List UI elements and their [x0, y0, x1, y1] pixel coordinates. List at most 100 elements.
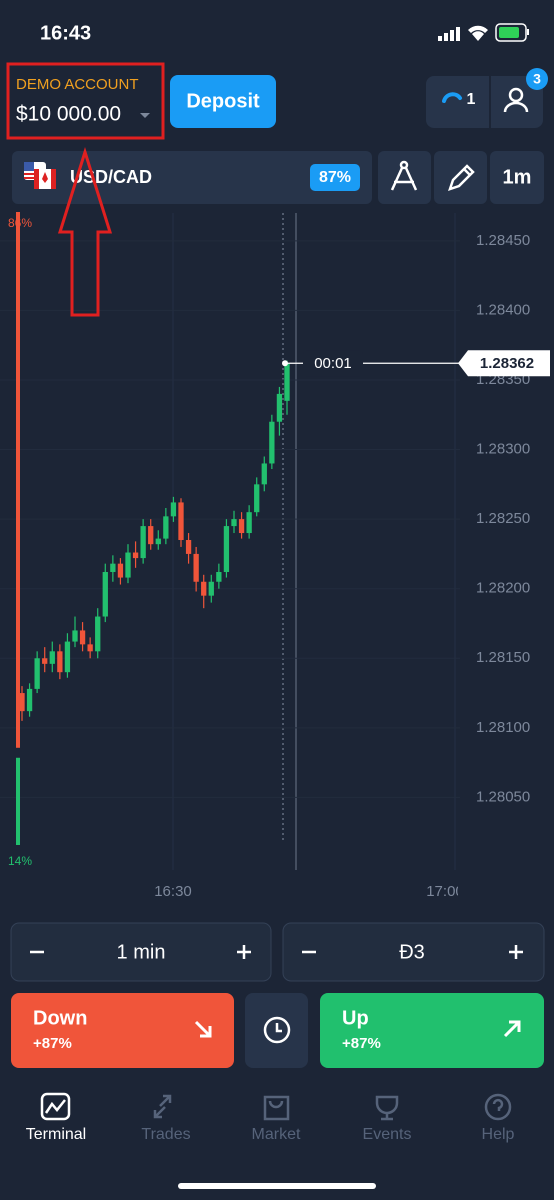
down-payout[interactable]: +87% — [33, 1035, 72, 1052]
help-icon[interactable] — [484, 1093, 512, 1121]
up-payout[interactable]: +87% — [342, 1035, 381, 1052]
candle-body — [148, 526, 154, 545]
timer-box — [303, 350, 363, 377]
y-tick-label: 1.28200 — [476, 580, 530, 597]
clock-icon — [263, 1016, 291, 1044]
candle-body — [276, 393, 283, 422]
candle-body — [163, 516, 169, 539]
open-trades[interactable]: 1 — [467, 91, 476, 108]
nav-item[interactable]: Terminal — [26, 1126, 86, 1143]
trades-icon — [442, 92, 462, 103]
events-icon[interactable] — [375, 1095, 399, 1121]
account-label[interactable]: DEMO ACCOUNT — [16, 76, 139, 93]
highlight-box — [6, 62, 165, 140]
home-indicator — [178, 1183, 376, 1189]
nav-item[interactable]: Market — [252, 1126, 301, 1143]
candle-body — [269, 421, 275, 464]
market-icon[interactable] — [263, 1095, 290, 1121]
chart: 1.28050 1.28100 1.28150 1.28200 1.28250 1.283… — [0, 212, 550, 900]
terminal-icon-line — [44, 1099, 66, 1114]
candle-body — [201, 581, 207, 596]
compass-icon — [390, 160, 418, 191]
candle-body — [178, 502, 184, 540]
candle-body — [79, 630, 86, 645]
dropdown-caret[interactable] — [140, 113, 150, 118]
candle-body — [261, 463, 267, 485]
up-label[interactable]: Up — [342, 1007, 369, 1029]
candle-body — [64, 641, 71, 673]
asset-selector[interactable] — [12, 151, 372, 204]
badge — [526, 68, 548, 90]
candle-body — [95, 616, 101, 652]
sentiment-bar — [16, 757, 20, 845]
deposit-label[interactable]: Deposit — [186, 90, 260, 112]
y-tick-label: 1.28400 — [476, 301, 530, 318]
y-tick-label: 1.28250 — [476, 510, 530, 527]
y-tick-label: 1.28150 — [476, 649, 530, 666]
annotation-arrow — [57, 146, 113, 317]
pencil-icon — [448, 164, 475, 191]
x-tick-label: 16:30 — [154, 883, 192, 900]
timeframe[interactable]: 1m — [503, 166, 532, 188]
profile-icon[interactable] — [503, 87, 529, 113]
price-label-box — [458, 350, 550, 377]
down-arrow — [194, 1020, 212, 1038]
nav-item[interactable]: Events — [363, 1126, 412, 1143]
notification-count: 3 — [533, 71, 541, 87]
up-button[interactable] — [320, 993, 544, 1068]
candle-body — [208, 581, 214, 596]
timeframe-button[interactable] — [490, 151, 544, 204]
duration-stepper[interactable] — [10, 922, 272, 982]
candle-body — [254, 484, 260, 513]
price-label: 1.28362 — [480, 355, 534, 372]
candle-body — [117, 563, 124, 578]
candle-body — [238, 519, 245, 534]
nav-item[interactable]: Trades — [141, 1126, 190, 1143]
candle-body — [140, 526, 146, 559]
x-tick-label: 17:00 — [426, 883, 464, 900]
asset-pair[interactable]: USD/CAD — [70, 167, 152, 187]
candle-body — [87, 644, 93, 652]
status-time: 16:43 — [40, 22, 91, 44]
stepper-icons[interactable] — [302, 945, 523, 959]
candle-body — [102, 572, 108, 617]
down-label[interactable]: Down — [33, 1007, 87, 1029]
candle-body — [42, 658, 48, 664]
candle-body — [34, 658, 40, 689]
y-tick-label: 1.28300 — [476, 441, 530, 458]
candle-body — [125, 552, 131, 578]
up-arrow — [503, 1020, 521, 1038]
clock-hands — [275, 1023, 282, 1033]
candle-body — [72, 630, 78, 642]
payout-badge — [310, 164, 360, 191]
candle-body — [185, 540, 192, 554]
stepper-icons[interactable] — [30, 945, 251, 959]
timer: 00:01 — [314, 355, 352, 372]
amount-stepper[interactable] — [282, 922, 545, 982]
payout: 87% — [319, 169, 351, 186]
flags — [24, 162, 56, 189]
trades-nav-icon[interactable] — [153, 1094, 172, 1119]
candle-body — [170, 502, 177, 517]
amount[interactable]: Đ3 — [399, 941, 425, 963]
down-button[interactable] — [11, 993, 234, 1068]
balance[interactable]: $10 000.00 — [16, 103, 121, 126]
drawing-button[interactable] — [434, 151, 487, 204]
indicators-button[interactable] — [378, 151, 431, 204]
candle-body — [216, 572, 222, 582]
sentiment-bar — [16, 212, 20, 748]
candle-body — [246, 512, 252, 534]
deposit-button[interactable] — [170, 75, 276, 128]
candle-body — [155, 538, 161, 545]
terminal-icon[interactable] — [40, 1092, 71, 1121]
candle-body — [284, 363, 290, 401]
status-icons — [438, 23, 529, 42]
candle-body — [132, 552, 139, 559]
candle-body — [19, 693, 25, 712]
duration[interactable]: 1 min — [117, 941, 166, 963]
nav-item[interactable]: Help — [482, 1126, 515, 1143]
candle-body — [49, 651, 55, 664]
candle-body — [231, 519, 237, 527]
